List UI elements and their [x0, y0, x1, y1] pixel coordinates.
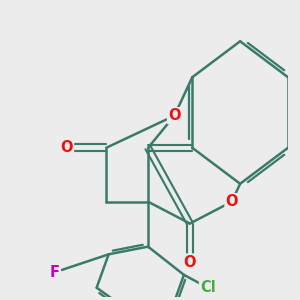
- Text: O: O: [61, 140, 73, 155]
- Text: O: O: [184, 254, 196, 269]
- Text: O: O: [226, 194, 238, 209]
- Text: F: F: [50, 265, 60, 280]
- Text: O: O: [168, 108, 181, 123]
- Text: Cl: Cl: [200, 280, 216, 295]
